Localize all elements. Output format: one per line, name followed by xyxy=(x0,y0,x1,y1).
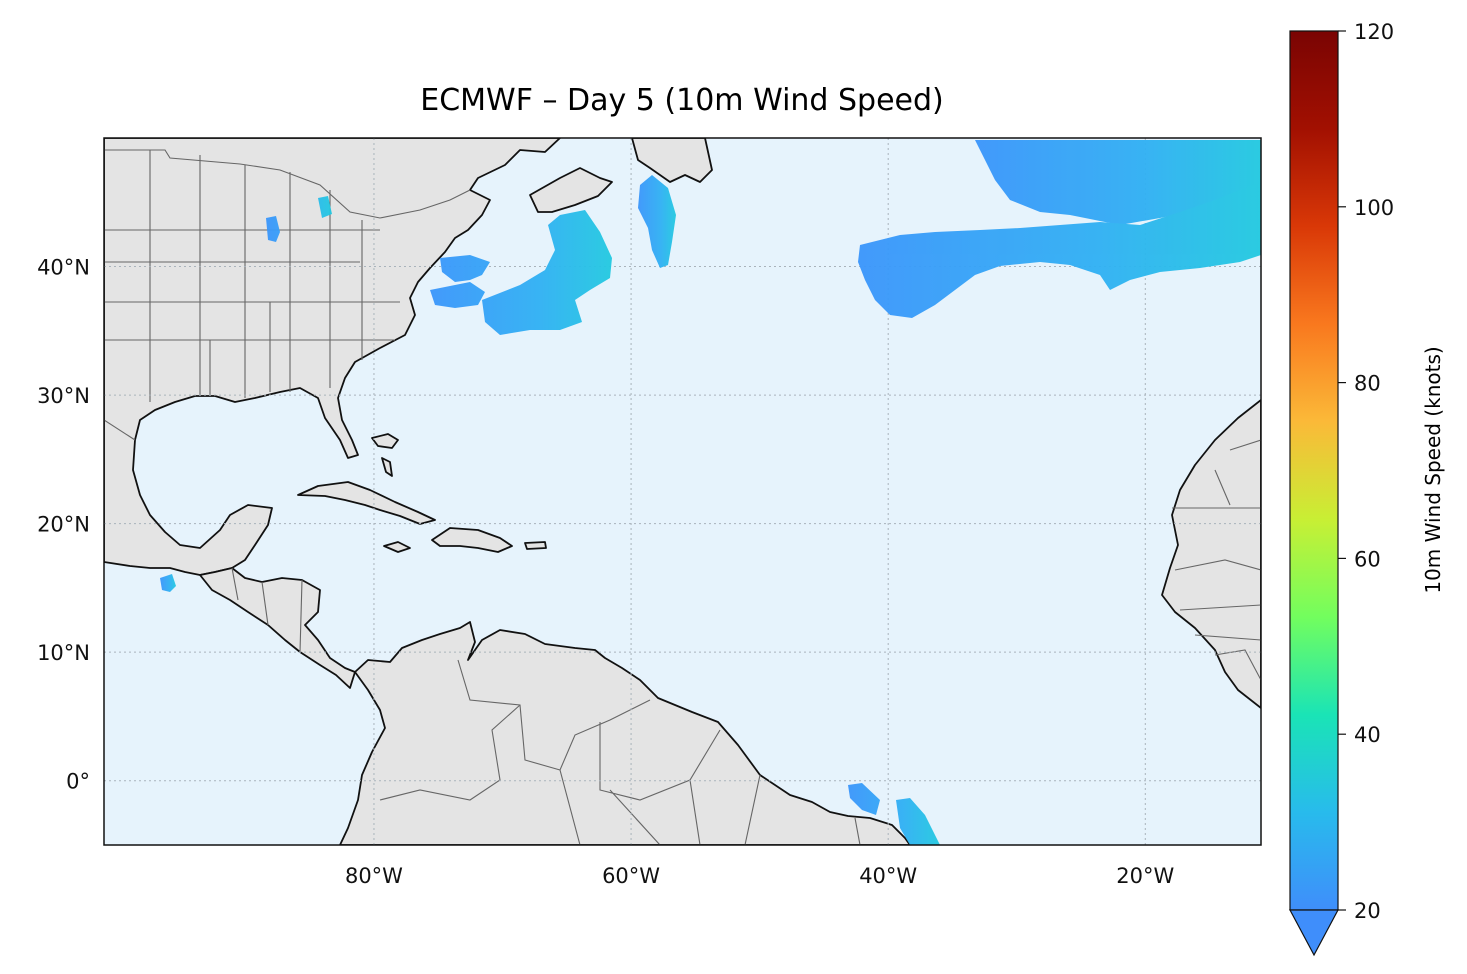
map-panel xyxy=(104,138,1261,845)
wind-region-new-england xyxy=(430,210,612,335)
central-america-borders xyxy=(231,567,303,653)
us-state-borders xyxy=(104,150,400,402)
colorbar-tick-label: 20 xyxy=(1354,899,1381,923)
puerto-rico-island xyxy=(524,541,547,550)
colorbar-body xyxy=(1289,30,1339,911)
central-america-landmass xyxy=(199,567,356,689)
maritime-canada-landmass xyxy=(529,167,613,213)
latitude-tick-label: 10°N xyxy=(37,641,90,665)
south-america-borders xyxy=(379,659,861,845)
north-america-landmass xyxy=(104,138,561,576)
wind-region-great-lakes xyxy=(266,196,332,242)
wind-speed-field xyxy=(160,140,1261,845)
wind-region-tehuantepec xyxy=(160,574,176,592)
colorbar-tick-label: 120 xyxy=(1354,20,1394,44)
longitude-tick-labels: 80°W 60°W 40°W 20°W xyxy=(345,864,1175,888)
jamaica-island xyxy=(383,541,411,553)
wind-region-newfoundland xyxy=(638,175,676,268)
colorbar-label: 10m Wind Speed (knots) xyxy=(1421,346,1445,593)
colorbar-tick-label: 40 xyxy=(1354,723,1381,747)
colorbar-tick-label: 80 xyxy=(1354,372,1381,396)
cuba-island xyxy=(297,481,436,525)
us-canada-border xyxy=(104,149,471,219)
newfoundland-landmass xyxy=(631,138,713,183)
borders-layer xyxy=(104,149,1261,845)
longitude-tick-label: 80°W xyxy=(345,864,403,888)
colorbar-tick-label: 60 xyxy=(1354,547,1381,571)
wind-region-jet-south xyxy=(858,182,1261,318)
africa-landmass xyxy=(1161,399,1261,709)
wind-region-jet-north xyxy=(975,140,1261,225)
latitude-tick-label: 0° xyxy=(66,770,90,794)
figure-title: ECMWF – Day 5 (10m Wind Speed) xyxy=(420,83,944,118)
land-layer xyxy=(104,138,1261,845)
colorbar-tick-label: 100 xyxy=(1354,196,1394,220)
latitude-tick-label: 20°N xyxy=(37,513,90,537)
wind-region-brazil-coast xyxy=(848,783,940,845)
colorbar-ticks: 20 40 60 80 100 120 xyxy=(1338,20,1394,923)
longitude-tick-label: 20°W xyxy=(1116,864,1174,888)
bahamas-island-2 xyxy=(381,457,393,477)
longitude-tick-label: 60°W xyxy=(602,864,660,888)
africa-borders xyxy=(1172,439,1261,681)
us-mexico-border xyxy=(104,419,136,441)
colorbar: 20 40 60 80 100 120 10m Wind Speed (knots) xyxy=(1289,20,1445,957)
latitude-tick-labels: 0° 10°N 20°N 30°N 40°N xyxy=(37,256,90,794)
latitude-tick-label: 40°N xyxy=(37,256,90,280)
south-america-landmass xyxy=(339,621,911,845)
latitude-tick-label: 30°N xyxy=(37,384,90,408)
longitude-tick-label: 40°W xyxy=(859,864,917,888)
hispaniola-island xyxy=(431,527,513,553)
map-frame xyxy=(103,137,1262,846)
colorbar-extend-triangle xyxy=(1289,909,1339,957)
bahamas-island xyxy=(371,433,399,449)
